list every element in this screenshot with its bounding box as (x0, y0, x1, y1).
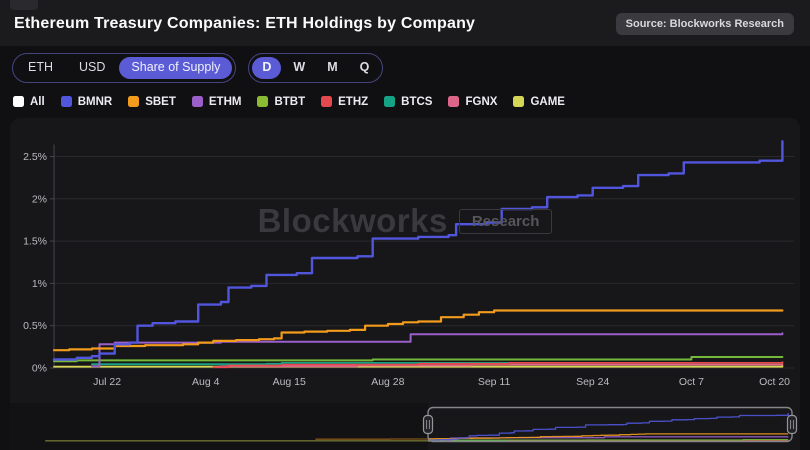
unit-toggle-group: ETH USD Share of Supply (12, 53, 237, 83)
legend-label: ETHM (208, 95, 242, 108)
header: Ethereum Treasury Companies: ETH Holding… (0, 0, 810, 46)
toggle-usd[interactable]: USD (67, 57, 117, 79)
svg-text:Oct 20: Oct 20 (759, 376, 790, 388)
legend: All BMNR SBET ETHM BTBT ETHZ BTCS FGNX GAME (13, 96, 810, 108)
legend-item-sbet[interactable]: SBET (128, 96, 176, 108)
legend-item-btcs[interactable]: BTCS (384, 96, 432, 108)
legend-swatch-btcs (384, 96, 396, 108)
toggle-eth[interactable]: ETH (16, 57, 65, 79)
svg-text:1%: 1% (32, 278, 47, 290)
legend-label: ETHZ (338, 95, 369, 108)
svg-text:Sep 11: Sep 11 (478, 376, 511, 388)
chart-panel: 0% 0.5% 1% 1.5% 2% 2.5% Jul 22 Aug 4 Aug 15 Aug 2… (10, 118, 800, 450)
page-title: Ethereum Treasury Companies: ETH Holding… (14, 15, 476, 32)
svg-text:Jul 22: Jul 22 (93, 376, 121, 388)
legend-swatch-all (13, 96, 24, 108)
svg-text:Aug 28: Aug 28 (371, 376, 404, 388)
legend-item-fgnx[interactable]: FGNX (448, 96, 497, 108)
svg-text:0.5%: 0.5% (23, 320, 47, 332)
svg-text:0%: 0% (32, 363, 47, 375)
interval-m[interactable]: M (317, 57, 347, 79)
legend-label: BTCS (401, 95, 433, 108)
svg-text:2%: 2% (32, 193, 47, 205)
legend-item-ethz[interactable]: ETHZ (321, 96, 368, 108)
toggle-share-of-supply[interactable]: Share of Supply (119, 57, 233, 79)
svg-text:Oct 7: Oct 7 (679, 376, 704, 388)
legend-swatch-ethz (321, 96, 333, 108)
svg-text:Aug 4: Aug 4 (192, 376, 220, 388)
svg-text:2.5%: 2.5% (23, 151, 47, 163)
interval-d[interactable]: D (252, 57, 282, 79)
cropped-ui-artifact (10, 0, 38, 10)
legend-item-bmnr[interactable]: BMNR (60, 95, 113, 108)
interval-w[interactable]: W (283, 57, 315, 79)
legend-label: All (30, 95, 45, 108)
legend-swatch-game (513, 96, 525, 108)
interval-q[interactable]: Q (350, 57, 380, 79)
legend-label: GAME (530, 95, 565, 108)
legend-swatch-fgnx (448, 96, 460, 108)
legend-label: BTBT (274, 95, 306, 108)
legend-swatch-sbet (128, 96, 140, 108)
main-chart[interactable]: 0% 0.5% 1% 1.5% 2% 2.5% Jul 22 Aug 4 Aug 15 Aug 2… (10, 118, 800, 390)
legend-swatch-bmnr (60, 96, 72, 108)
legend-label: SBET (145, 95, 176, 108)
legend-item-btbt[interactable]: BTBT (257, 96, 305, 108)
svg-text:Aug 15: Aug 15 (273, 376, 306, 388)
svg-text:1.5%: 1.5% (23, 236, 47, 248)
legend-item-all[interactable]: All (13, 96, 45, 108)
source-badge: Source: Blockworks Research (615, 13, 794, 35)
legend-swatch-ethm (191, 96, 203, 108)
legend-label: FGNX (465, 95, 498, 108)
navigator-chart[interactable] (10, 403, 800, 450)
legend-swatch-btbt (257, 96, 269, 108)
legend-item-ethm[interactable]: ETHM (191, 95, 242, 108)
legend-item-game[interactable]: GAME (513, 96, 565, 108)
brush-handle-left[interactable] (422, 414, 434, 435)
legend-label: BMNR (77, 95, 113, 108)
brush-handle-right[interactable] (786, 414, 798, 435)
svg-text:Sep 24: Sep 24 (576, 376, 609, 388)
